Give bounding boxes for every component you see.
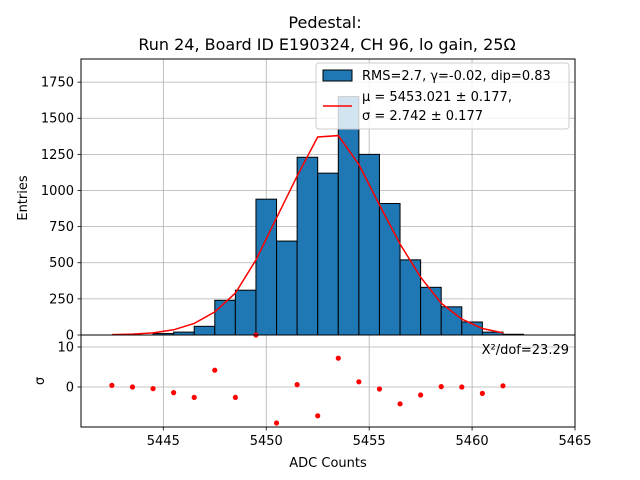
top-y-tick-label: 1750 — [41, 76, 74, 91]
residual-point — [150, 386, 156, 392]
legend-fit-label-line2: σ = 2.742 ± 0.177 — [362, 109, 483, 124]
top-y-ticks: 0 250 500 750 1000 1250 1500 1750 — [41, 76, 81, 344]
residual-point — [129, 384, 136, 390]
bottom-y-axis-label: σ — [33, 377, 48, 385]
residual-point — [315, 413, 321, 419]
residual-point — [273, 420, 280, 426]
residual-point — [438, 384, 444, 390]
bottom-y-tick-label: 0 — [66, 381, 74, 396]
residual-points — [109, 332, 506, 426]
residual-point — [212, 367, 218, 373]
x-tick-label: 5465 — [558, 434, 591, 449]
chi2-annotation: X²/dof=23.29 — [482, 343, 569, 358]
bottom-y-tick-label: 10 — [57, 341, 74, 356]
bottom-ticks: 0 10 5445 5450 5455 5460 5465 — [57, 341, 591, 450]
fit-curve — [111, 134, 504, 336]
x-tick-label: 5445 — [147, 434, 180, 449]
residual-point — [294, 382, 300, 388]
residual-point — [232, 394, 238, 400]
residual-point — [109, 382, 115, 388]
histogram-bar — [358, 153, 380, 336]
top-y-tick-label: 250 — [49, 292, 74, 307]
top-y-tick-label: 1500 — [41, 112, 74, 127]
residual-point — [500, 383, 506, 389]
chart-title-line2: Run 24, Board ID E190324, CH 96, lo gain… — [138, 35, 515, 54]
top-y-tick-label: 500 — [49, 256, 74, 271]
x-tick-label: 5455 — [353, 434, 386, 449]
top-y-tick-label: 1250 — [41, 148, 74, 163]
legend-hist-patch — [322, 69, 353, 82]
histogram-bar — [337, 96, 360, 336]
legend: RMS=2.7, γ=-0.02, dip=0.83 μ = 5453.021 … — [315, 62, 570, 130]
histogram-bar — [317, 172, 339, 336]
residual-point — [356, 379, 362, 385]
residual-point — [335, 355, 341, 361]
histogram-bar — [276, 240, 298, 336]
top-y-axis-label: Entries — [16, 175, 31, 221]
legend-fit-label-line1: μ = 5453.021 ± 0.177, — [362, 90, 512, 105]
legend-hist-label: RMS=2.7, γ=-0.02, dip=0.83 — [362, 69, 551, 84]
residual-point — [397, 401, 403, 407]
legend-box — [315, 62, 570, 130]
histogram-bar — [420, 286, 442, 336]
histogram-bar — [193, 325, 216, 336]
top-y-tick-label: 750 — [49, 220, 74, 235]
residual-point — [376, 386, 383, 392]
residual-point — [418, 392, 424, 398]
residual-point — [479, 390, 485, 396]
chart-title-line1: Pedestal: — [288, 13, 361, 32]
x-tick-label: 5460 — [456, 434, 489, 449]
histogram-bar — [234, 289, 257, 336]
histogram-bar — [255, 198, 278, 336]
x-axis-label: ADC Counts — [289, 456, 367, 471]
top-y-tick-label: 1000 — [41, 184, 74, 199]
histogram-bar — [296, 156, 319, 336]
bottom-axes-frame — [80, 334, 576, 428]
top-y-tick-label: 0 — [66, 329, 74, 344]
residual-point — [191, 394, 197, 400]
residual-point — [459, 384, 465, 390]
histogram-bar — [214, 299, 236, 336]
x-tick-label: 5450 — [250, 434, 283, 449]
residual-point — [171, 390, 177, 396]
